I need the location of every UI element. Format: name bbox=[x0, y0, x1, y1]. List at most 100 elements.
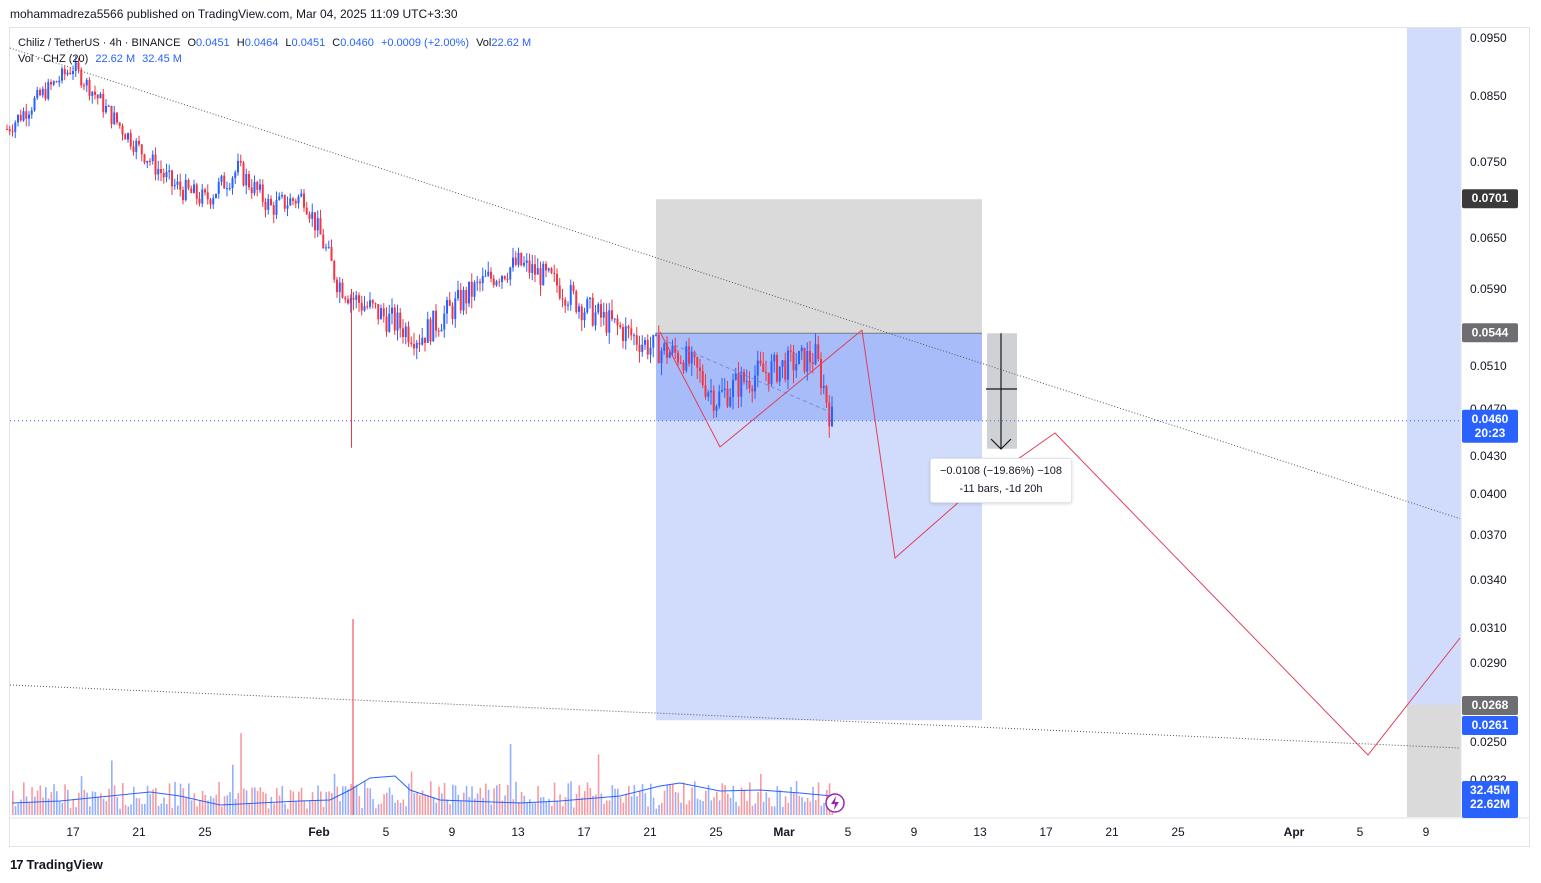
candle-body bbox=[561, 298, 564, 300]
candle-body bbox=[479, 281, 481, 284]
candle-body bbox=[261, 184, 264, 202]
volume-spike-bar bbox=[352, 619, 354, 815]
candle-body bbox=[556, 273, 558, 286]
candle-body bbox=[509, 267, 512, 280]
x-tick-label: 9 bbox=[449, 825, 456, 839]
volume-bar bbox=[94, 791, 97, 815]
candle-body bbox=[36, 89, 39, 99]
candle-body bbox=[781, 360, 784, 367]
volume-bar bbox=[127, 806, 130, 815]
volume-bar bbox=[779, 790, 781, 815]
candle-body bbox=[33, 98, 36, 111]
volume-label: Vol bbox=[476, 37, 492, 49]
candle-body bbox=[663, 343, 666, 351]
volume-bar bbox=[42, 797, 44, 815]
volume-bar bbox=[724, 784, 726, 815]
candle-body bbox=[424, 337, 426, 343]
volume-bar bbox=[430, 781, 432, 815]
candle-body bbox=[825, 385, 828, 403]
volume-bar bbox=[658, 804, 660, 815]
candle-body bbox=[674, 345, 677, 353]
candle-body bbox=[740, 371, 743, 397]
candle-body bbox=[184, 179, 187, 201]
volume-bar bbox=[650, 783, 652, 815]
volume-bar bbox=[306, 808, 308, 815]
volume-bar bbox=[331, 792, 333, 815]
x-tick-label: 9 bbox=[911, 825, 918, 839]
volume-bar bbox=[498, 784, 501, 815]
candle-body bbox=[360, 302, 363, 311]
candles-layer bbox=[6, 55, 833, 438]
candle-body bbox=[399, 312, 402, 329]
y-tick-label: 0.0850 bbox=[1470, 89, 1507, 103]
volume-bar bbox=[611, 785, 614, 815]
volume-bar bbox=[768, 797, 770, 815]
candle-body bbox=[710, 390, 712, 393]
candle-body bbox=[553, 272, 556, 274]
volume-bar bbox=[710, 800, 713, 815]
volume-bar bbox=[600, 793, 603, 815]
x-tick-label: 13 bbox=[973, 825, 987, 839]
candle-body bbox=[575, 291, 578, 312]
candle-body bbox=[278, 196, 281, 200]
candle-body bbox=[814, 344, 817, 365]
volume-bar bbox=[20, 799, 22, 815]
symbol-label[interactable]: Chiliz / TetherUS · 4h · BINANCE bbox=[18, 37, 181, 49]
candle-body bbox=[503, 276, 506, 279]
volume-bar bbox=[413, 793, 416, 815]
entry-price-badge bbox=[1462, 323, 1518, 343]
candle-body bbox=[418, 342, 421, 345]
candle-body bbox=[624, 326, 627, 342]
volume-bar bbox=[806, 797, 809, 815]
candle-body bbox=[212, 198, 215, 205]
x-tick-label: 21 bbox=[1105, 825, 1119, 839]
volume-bar bbox=[603, 803, 605, 815]
candle-body bbox=[366, 306, 369, 308]
candle-body bbox=[822, 385, 825, 389]
volume-bar bbox=[487, 789, 490, 815]
volume-ma-line bbox=[11, 775, 833, 806]
volume-bar bbox=[50, 792, 53, 815]
volume-bar bbox=[465, 785, 468, 815]
volume-bar bbox=[636, 796, 638, 815]
candle-body bbox=[270, 198, 272, 206]
volume-bar bbox=[204, 794, 207, 815]
tradingview-logo-icon: 17 bbox=[10, 857, 24, 872]
candle-body bbox=[234, 172, 237, 179]
volume-bar bbox=[245, 790, 248, 815]
volume-bar bbox=[782, 806, 784, 815]
candle-body bbox=[600, 304, 602, 318]
candle-body bbox=[677, 352, 679, 363]
volume-bar bbox=[696, 798, 699, 815]
candle-body bbox=[792, 351, 795, 371]
chart-frame bbox=[9, 27, 1530, 847]
volume-bar bbox=[155, 787, 157, 815]
candle-body bbox=[718, 391, 721, 407]
volume-bar bbox=[644, 793, 647, 815]
lower-trendline bbox=[9, 684, 1461, 749]
candle-body bbox=[446, 300, 448, 314]
candle-body bbox=[319, 218, 322, 235]
candle-body bbox=[256, 181, 259, 190]
volume-bar bbox=[130, 804, 132, 815]
y-tick-label: 0.0590 bbox=[1470, 282, 1507, 296]
volume-bar bbox=[556, 801, 559, 815]
candle-body bbox=[517, 253, 520, 265]
volume-bar bbox=[617, 788, 619, 815]
candle-body bbox=[701, 370, 704, 386]
volume-bar bbox=[322, 806, 325, 815]
candle-body bbox=[421, 337, 424, 345]
volume-bar bbox=[75, 807, 77, 815]
candle-body bbox=[94, 91, 96, 95]
volume-bar bbox=[424, 794, 427, 815]
volume-bar bbox=[168, 783, 171, 815]
volume-bar bbox=[713, 797, 715, 815]
high-value: 0.0464 bbox=[244, 37, 279, 49]
candle-body bbox=[201, 189, 204, 204]
volume-indicator-label[interactable]: Vol · CHZ (20) bbox=[18, 53, 89, 65]
x-tick-label: Apr bbox=[1284, 825, 1305, 839]
candle-body bbox=[693, 351, 696, 358]
volume-bar bbox=[190, 800, 193, 815]
candle-body bbox=[795, 364, 798, 371]
